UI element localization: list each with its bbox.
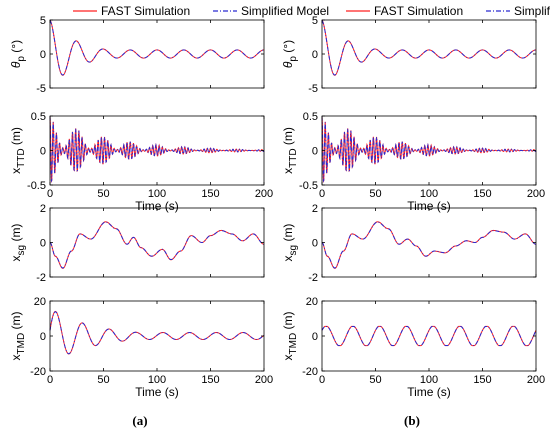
- x-tick-label: 150: [473, 188, 491, 200]
- series-simplified-model: [49, 221, 265, 269]
- panel-a3: -2 0 2 xsg (m): [9, 203, 265, 284]
- x-tick-label: 100: [148, 188, 166, 200]
- x-axis-label: Time (s): [407, 385, 451, 399]
- x-axis-label: Time (s): [135, 385, 179, 399]
- y-tick-label: 5: [40, 15, 46, 27]
- x-tick-label: 150: [201, 374, 219, 386]
- y-tick-label: -0.5: [299, 180, 318, 192]
- y-tick-label: 0: [312, 238, 318, 250]
- x-tick-label: 50: [97, 188, 109, 200]
- y-tick-label: 0: [312, 49, 318, 61]
- y-tick-label: 0: [312, 146, 318, 158]
- x-tick-label: 0: [319, 188, 325, 200]
- y-tick-label: 2: [312, 203, 318, 215]
- legend-b-fast-label: FAST Simulation: [374, 4, 463, 18]
- series-simplified-model: [321, 116, 537, 183]
- y-axis-label: θp (°): [9, 40, 27, 68]
- y-tick-label: -5: [308, 83, 318, 95]
- panel-b1: -5 0 5 θp (°): [281, 15, 537, 95]
- series-simplified-model: [49, 20, 265, 76]
- caption-a: (a): [132, 413, 147, 428]
- y-tick-label: 0: [40, 238, 46, 250]
- x-tick-label: 150: [473, 374, 491, 386]
- y-tick-label: 0.5: [303, 111, 318, 123]
- x-tick-label: 200: [255, 374, 273, 386]
- x-tick-label: 0: [47, 374, 53, 386]
- x-tick-label: 100: [420, 374, 438, 386]
- y-axis-label: xTTD (m): [9, 127, 27, 174]
- y-axis-label: θp (°): [281, 40, 299, 68]
- y-tick-label: 0: [312, 331, 318, 343]
- y-axis-label: xTMD (m): [9, 312, 27, 361]
- legend-a: FAST Simulation Simplified Model: [73, 4, 329, 18]
- y-tick-label: 2: [40, 203, 46, 215]
- y-tick-label: 5: [312, 15, 318, 27]
- x-tick-label: 50: [369, 374, 381, 386]
- series-simplified-model: [49, 311, 265, 355]
- legends: FAST Simulation Simplified Model FAST Si…: [73, 4, 550, 18]
- y-axis-label: xTTD (m): [281, 127, 299, 174]
- x-tick-label: 200: [527, 188, 545, 200]
- y-axis-label: xsg (m): [9, 224, 27, 262]
- x-tick-label: 150: [201, 188, 219, 200]
- y-axis-label: xsg (m): [281, 224, 299, 262]
- x-axis-label: Time (s): [407, 199, 451, 213]
- legend-b-simplified-label: Simplified Model: [514, 4, 550, 18]
- x-tick-label: 50: [97, 374, 109, 386]
- x-tick-label: 200: [527, 374, 545, 386]
- y-tick-label: 0: [40, 331, 46, 343]
- y-tick-label: -5: [36, 83, 46, 95]
- x-tick-label: 0: [319, 374, 325, 386]
- panel-b3: -2 0 2 xsg (m): [281, 203, 537, 284]
- series-simplified-model: [321, 221, 537, 269]
- y-tick-label: 20: [34, 296, 46, 308]
- legend-a-fast-label: FAST Simulation: [101, 4, 190, 18]
- y-tick-label: -20: [302, 366, 318, 378]
- y-tick-label: 0.5: [31, 111, 46, 123]
- x-axis-label: Time (s): [135, 199, 179, 213]
- y-tick-label: 0: [40, 49, 46, 61]
- y-tick-label: 0: [40, 146, 46, 158]
- y-tick-label: -20: [30, 366, 46, 378]
- x-tick-label: 200: [255, 188, 273, 200]
- series-simplified-model: [321, 20, 537, 76]
- legend-b: FAST Simulation Simplified Model: [346, 4, 550, 18]
- y-axis-label: xTMD (m): [281, 312, 299, 361]
- x-tick-label: 0: [47, 188, 53, 200]
- series-simplified-model: [49, 116, 265, 183]
- x-tick-label: 50: [369, 188, 381, 200]
- legend-a-simplified-label: Simplified Model: [241, 4, 329, 18]
- y-tick-label: 20: [306, 296, 318, 308]
- series-simplified-model: [321, 326, 537, 346]
- panel-a1: -5 0 5 θp (°): [9, 15, 265, 95]
- caption-b: (b): [404, 413, 420, 428]
- y-tick-label: -2: [36, 272, 46, 284]
- y-tick-label: -2: [308, 272, 318, 284]
- x-tick-label: 100: [148, 374, 166, 386]
- x-tick-label: 100: [420, 188, 438, 200]
- y-tick-label: -0.5: [27, 180, 46, 192]
